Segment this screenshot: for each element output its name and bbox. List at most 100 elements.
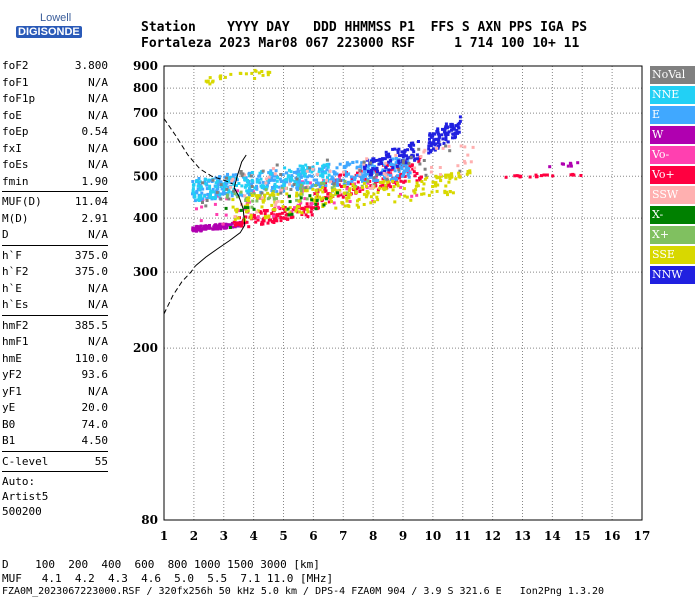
echo-point [223, 185, 227, 189]
param-name: hmF1 [2, 335, 29, 348]
echo-point [218, 175, 222, 179]
echo-point [338, 162, 342, 166]
echo-point [371, 160, 375, 164]
echo-point [270, 212, 274, 216]
echo-point [265, 184, 269, 188]
echo-point [406, 148, 410, 152]
echo-point [329, 180, 332, 184]
echo-point [417, 140, 420, 143]
echo-point [260, 205, 264, 209]
echo-point [515, 174, 519, 178]
echo-point [452, 127, 456, 131]
echo-point [400, 153, 404, 157]
echo-point [347, 193, 351, 197]
echo-point [292, 183, 296, 186]
legend-entry: W [650, 126, 695, 144]
echo-point [289, 170, 293, 174]
echo-point [214, 223, 218, 227]
echo-point [364, 174, 368, 178]
param-row: C-level 55 [2, 454, 108, 471]
echo-point [297, 205, 301, 209]
echo-point [383, 176, 386, 179]
echo-point [305, 169, 309, 173]
echo-point [376, 179, 380, 182]
echo-point [355, 165, 359, 169]
echo-point [369, 195, 373, 199]
echo-point [454, 177, 458, 181]
echo-point [211, 227, 215, 231]
echo-point [408, 171, 412, 175]
echo-point [257, 174, 261, 178]
echo-point [404, 161, 408, 165]
echo-point [303, 189, 307, 193]
echo-point [443, 191, 447, 195]
echo-point [391, 166, 395, 170]
echo-point [314, 196, 318, 200]
param-value: 375.0 [74, 265, 108, 278]
echo-point [231, 173, 235, 177]
echo-point [197, 181, 201, 185]
echo-point [393, 176, 397, 180]
echo-point [301, 181, 305, 185]
param-row: yF2 93.6 [2, 367, 108, 384]
echo-point [236, 216, 240, 220]
echo-point [225, 176, 228, 180]
echo-point [275, 197, 278, 201]
echo-point [337, 183, 341, 187]
echo-point [358, 165, 362, 169]
param-row: foEs N/A [2, 157, 108, 174]
echo-point [261, 180, 265, 184]
echo-point [321, 186, 325, 190]
echo-point [360, 175, 364, 179]
param-value: N/A [88, 141, 108, 155]
echo-point [270, 176, 273, 180]
echo-point [219, 227, 223, 231]
echo-point [299, 192, 303, 196]
y-tick-label: 400 [133, 211, 158, 225]
echo-point [239, 171, 243, 175]
profile-extrapolation-upper [163, 118, 233, 185]
echo-point [243, 185, 247, 189]
legend-entry: NNW [650, 266, 695, 284]
y-tick-label: 80 [141, 513, 158, 527]
echo-point [324, 184, 328, 187]
echo-point [279, 216, 283, 219]
echo-point [213, 202, 217, 206]
echo-point [296, 188, 299, 192]
echo-point [299, 189, 303, 193]
echo-point [376, 170, 379, 174]
echo-point [193, 191, 197, 195]
echo-point [411, 148, 415, 152]
echo-point [323, 179, 327, 182]
echo-point [336, 194, 340, 198]
echo-point [413, 158, 417, 162]
echo-point [338, 178, 342, 182]
echo-point [544, 173, 548, 177]
echo-point [412, 170, 416, 174]
echo-point [248, 185, 252, 189]
echo-point [528, 175, 532, 179]
param-value: 385.5 [74, 318, 108, 332]
echo-point [220, 187, 224, 191]
echo-point [273, 172, 277, 176]
param-row: foE N/A [2, 108, 108, 125]
legend: NoVal NNE E W Vo- Vo+ SSW X- X+ SSE NNW [650, 66, 695, 286]
echo-point [246, 203, 250, 207]
echo-point [299, 201, 303, 205]
echo-point [446, 133, 450, 136]
echo-point [427, 147, 431, 151]
echo-point [254, 194, 258, 198]
echo-point [448, 149, 452, 153]
echo-point [311, 167, 315, 171]
echo-point [335, 166, 339, 170]
echo-point [417, 160, 421, 164]
echo-point [430, 165, 433, 169]
echo-point [208, 187, 211, 190]
echo-point [215, 213, 219, 216]
echo-point [390, 177, 394, 181]
echo-point [297, 179, 301, 182]
y-tick-label: 700 [133, 106, 158, 120]
echo-point [279, 180, 283, 183]
echo-point [280, 184, 284, 188]
echo-point [298, 164, 302, 168]
